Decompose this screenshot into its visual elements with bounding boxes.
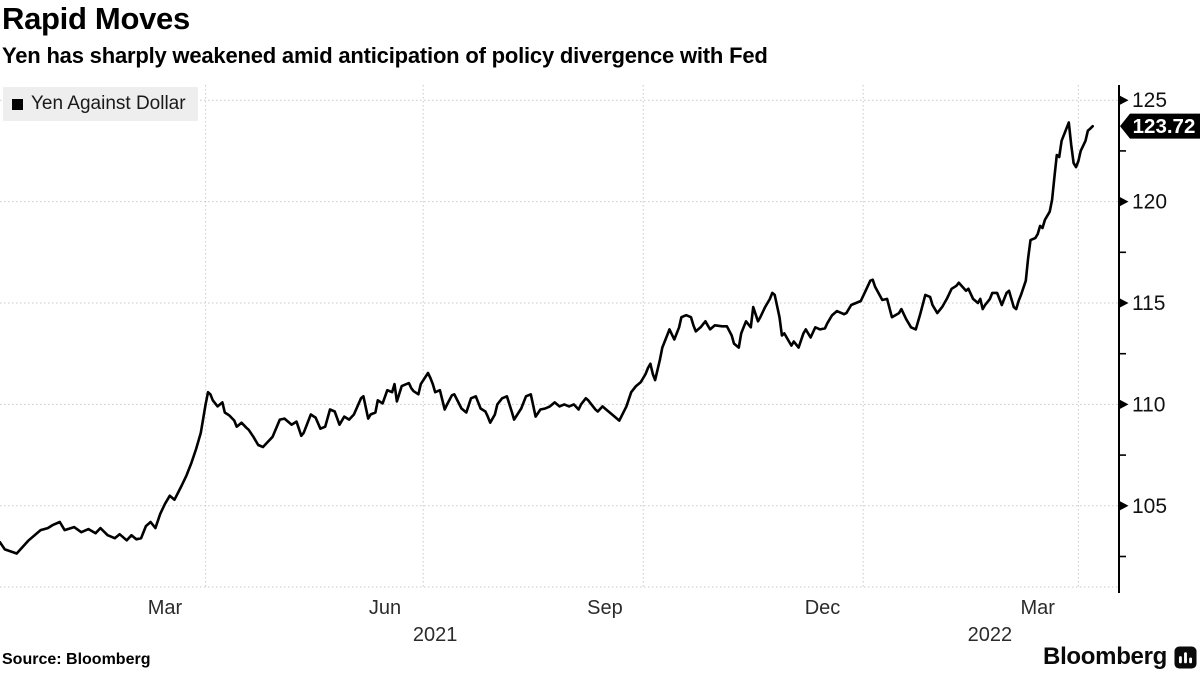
price-line-series [0,121,1094,555]
svg-text:Jun: Jun [369,597,401,619]
legend-swatch-icon [12,98,23,110]
svg-text:115: 115 [1132,292,1165,315]
svg-text:105: 105 [1132,495,1167,518]
svg-text:2021: 2021 [413,624,458,646]
y-axis-ticks-labels: 105 110 115 120 125 [1119,89,1167,558]
source-line: Source: Bloomberg [2,651,151,668]
x-gridlines [205,85,1079,587]
chart-subtitle: Yen has sharply weakened amid anticipati… [2,43,768,68]
y-gridlines [0,99,1119,588]
page-title: Rapid Moves [2,1,190,36]
svg-text:Mar: Mar [1020,597,1055,619]
legend-label: Yen Against Dollar [31,93,186,114]
x-tick-labels: Mar Jun Sep Dec Mar [148,597,1056,619]
bloomberg-wordmark: Bloomberg [1043,643,1167,670]
last-price-tag: 123.72 [1120,113,1200,139]
legend: Yen Against Dollar [3,87,198,121]
svg-text:Dec: Dec [805,597,841,619]
svg-text:120: 120 [1132,191,1167,214]
bloomberg-bars-icon [1174,645,1197,669]
svg-text:2022: 2022 [968,624,1013,646]
x-year-labels: 2021 2022 [413,624,1012,646]
svg-text:125: 125 [1132,89,1167,112]
svg-text:Sep: Sep [587,597,623,619]
svg-text:Mar: Mar [148,597,183,619]
last-price-label: 123.72 [1133,115,1196,138]
svg-text:110: 110 [1132,393,1165,416]
bloomberg-logo: Bloomberg [1043,643,1197,671]
